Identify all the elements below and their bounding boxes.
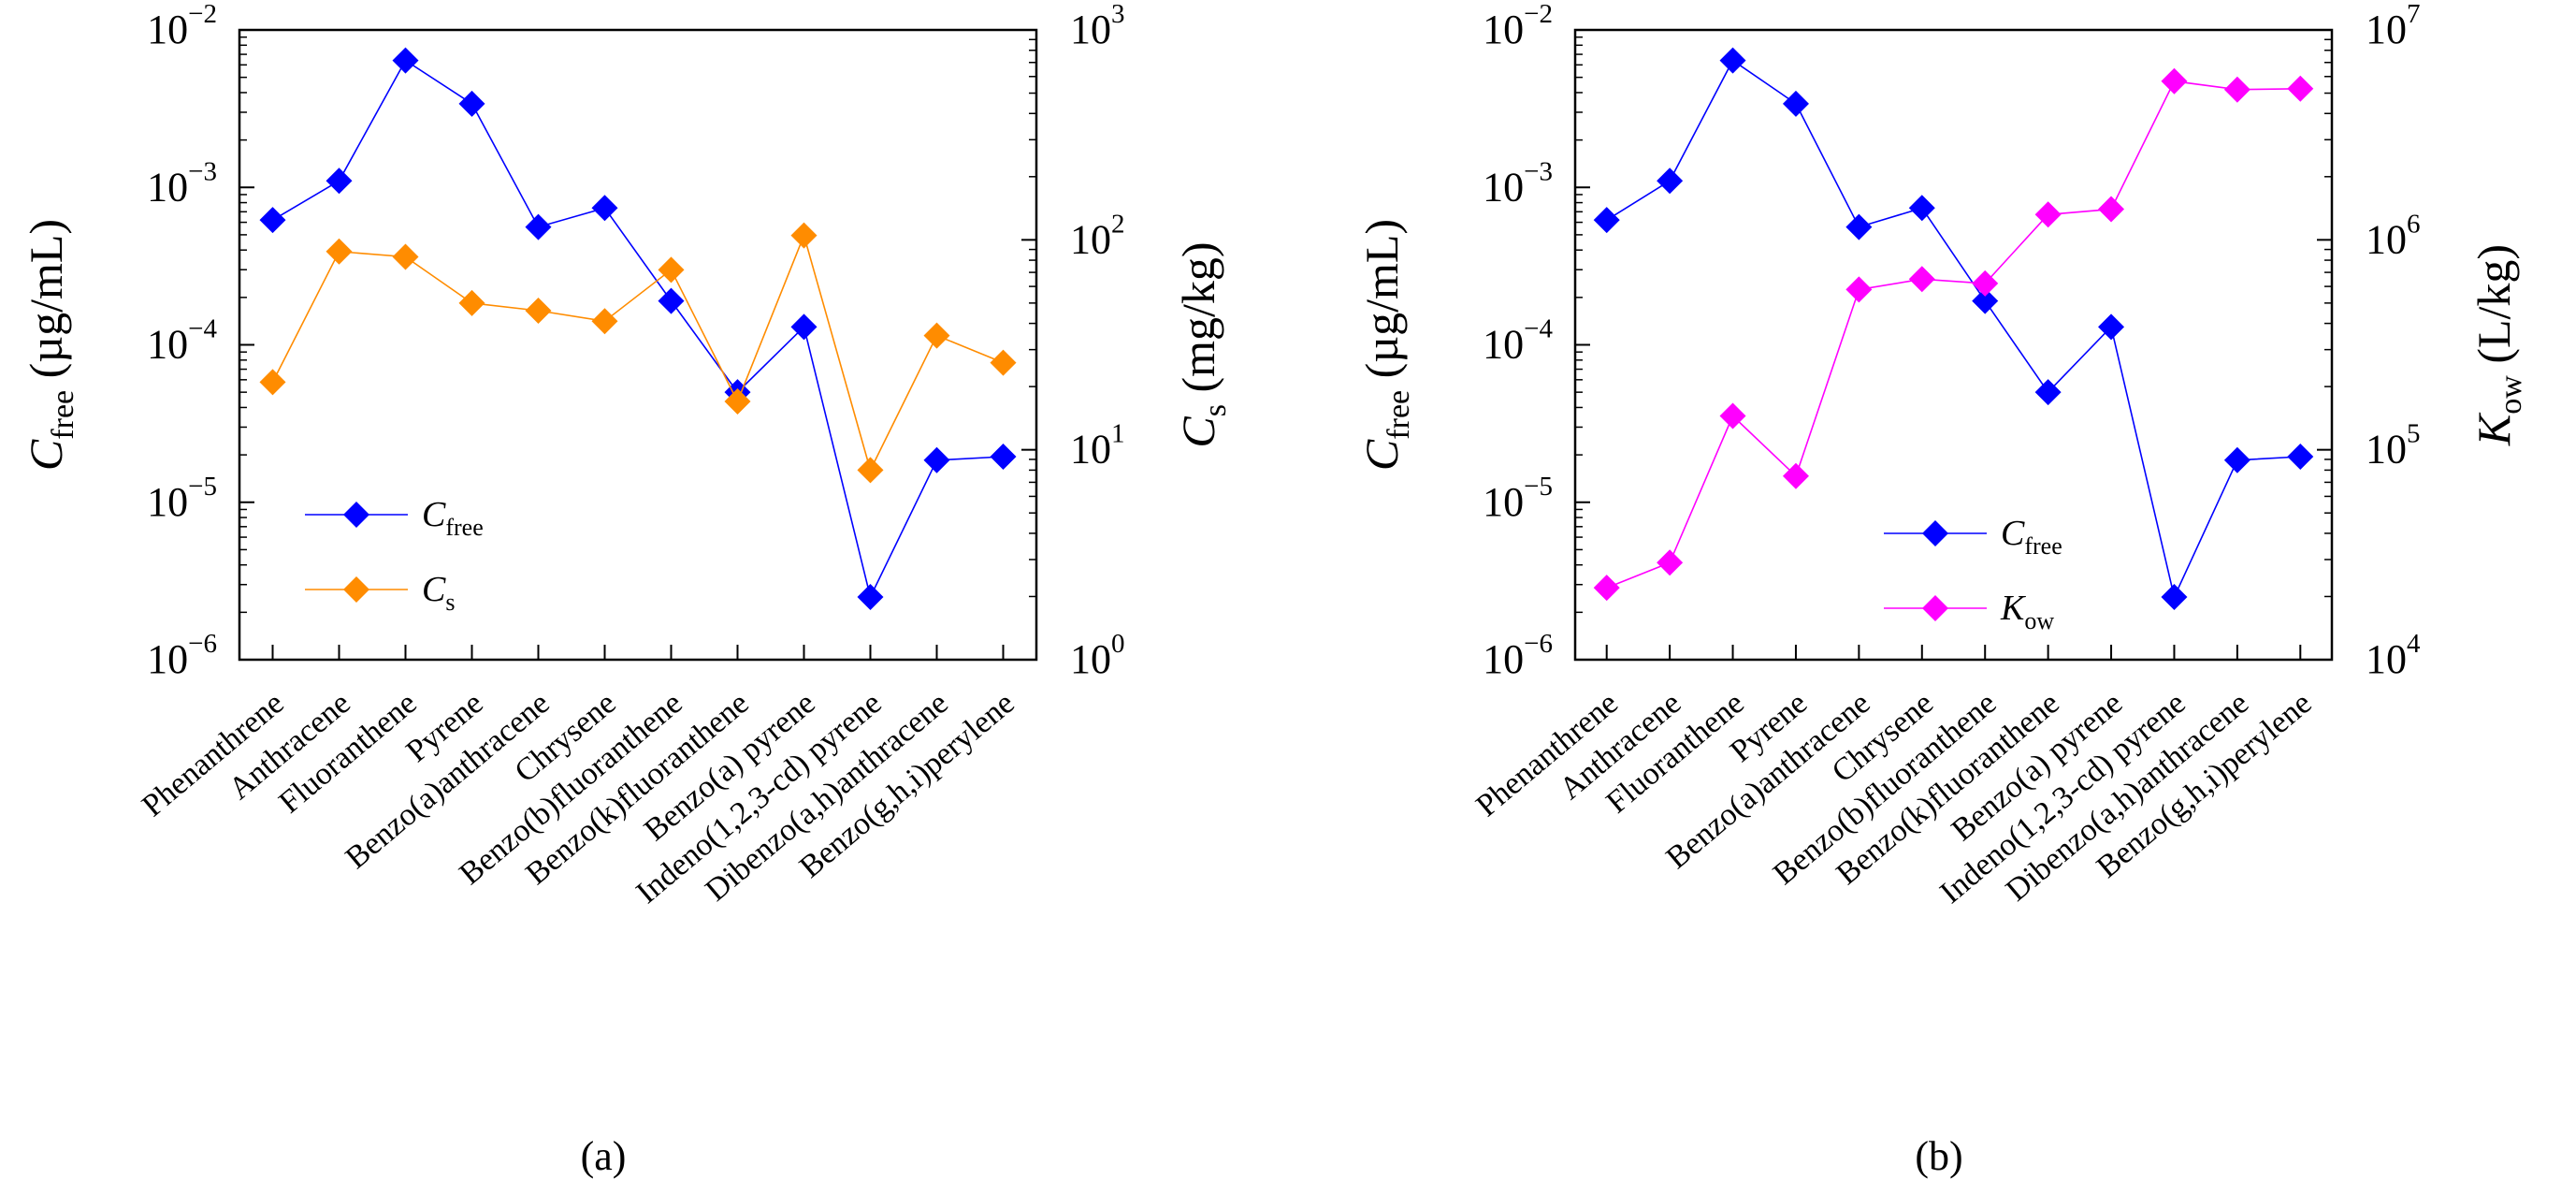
series-line: [1606, 80, 2301, 589]
right-tick-label: 106: [2366, 209, 2421, 262]
data-point: [1657, 549, 1684, 576]
data-point: [790, 313, 818, 341]
legend-label: Kow: [2000, 589, 2054, 634]
legend-marker: [343, 502, 369, 528]
right-tick-label: 101: [1070, 419, 1125, 473]
legend-label: Cs: [422, 570, 455, 616]
data-point: [1719, 47, 1746, 74]
data-point: [525, 213, 552, 240]
data-point: [1845, 213, 1873, 240]
data-point: [990, 443, 1017, 470]
data-point: [1972, 269, 1999, 297]
data-point: [591, 195, 618, 222]
left-tick-label: 10−6: [1483, 629, 1553, 682]
panel-label: (b): [1915, 1133, 1962, 1179]
data-point: [1908, 266, 1935, 293]
right-tick-label: 104: [2366, 629, 2421, 682]
data-point: [458, 289, 485, 316]
panel-b: PhenanthreneAnthraceneFluoranthenePyrene…: [1355, 0, 2528, 1179]
plot-frame: [238, 28, 1038, 662]
data-point: [525, 297, 552, 324]
data-point: [2287, 75, 2314, 102]
data-point: [857, 457, 884, 484]
right-tick-label: 105: [2366, 419, 2421, 473]
left-tick-label: 10−5: [1483, 472, 1553, 525]
left-axis-title: Cfree (µg/mL): [20, 219, 80, 471]
left-tick-label: 10−3: [1483, 156, 1553, 210]
data-point: [392, 47, 419, 74]
data-point: [658, 287, 685, 314]
left-tick-label: 10−4: [147, 314, 217, 368]
data-point: [1782, 462, 1809, 489]
right-tick-label: 103: [1070, 0, 1125, 52]
data-point: [923, 322, 950, 349]
right-tick-label: 107: [2366, 0, 2421, 52]
data-point: [2223, 76, 2250, 103]
panel-label: (a): [581, 1133, 627, 1179]
data-point: [326, 238, 353, 265]
data-point: [1845, 276, 1873, 303]
right-tick-label: 102: [1070, 209, 1125, 262]
data-point: [1782, 90, 1809, 117]
data-point: [1972, 287, 1999, 314]
left-tick-label: 10−2: [147, 0, 217, 52]
legend-marker: [343, 576, 369, 603]
left-tick-label: 10−5: [147, 472, 217, 525]
legend-marker: [1922, 520, 1948, 546]
series-line: [271, 233, 1004, 473]
series-line: [272, 59, 1004, 600]
data-point: [2098, 313, 2125, 341]
plot-frame: [1573, 28, 2334, 662]
data-point: [591, 308, 618, 335]
data-point: [790, 222, 818, 249]
right-axis-title: Cs (mg/kg): [1172, 241, 1233, 447]
legend-marker: [1922, 595, 1948, 621]
series-line: [1606, 59, 2301, 600]
data-point: [1719, 402, 1746, 430]
data-point: [2287, 443, 2314, 470]
data-point: [1593, 575, 1620, 602]
data-point: [724, 387, 751, 415]
data-point: [2098, 196, 2125, 223]
left-tick-label: 10−2: [1483, 0, 1553, 52]
data-point: [1908, 195, 1935, 222]
data-point: [2161, 67, 2188, 95]
data-point: [259, 369, 286, 396]
data-point: [1593, 207, 1620, 234]
right-tick-label: 100: [1070, 629, 1125, 682]
data-point: [259, 207, 286, 234]
data-point: [392, 243, 419, 270]
data-point: [326, 167, 353, 195]
data-point: [2034, 201, 2062, 228]
left-axis-title: Cfree (µg/mL): [1355, 219, 1416, 471]
data-point: [990, 349, 1017, 376]
data-point: [923, 446, 950, 473]
panel-a: PhenanthreneAnthraceneFluoranthenePyrene…: [20, 0, 1233, 1179]
data-point: [1657, 167, 1684, 195]
data-point: [2034, 379, 2062, 406]
right-axis-title: Kow (L/kg): [2467, 244, 2528, 446]
left-tick-label: 10−3: [147, 156, 217, 210]
data-point: [2223, 446, 2250, 473]
legend-label: Cfree: [2001, 514, 2062, 560]
left-tick-label: 10−6: [147, 629, 217, 682]
data-point: [658, 256, 685, 284]
left-tick-label: 10−4: [1483, 314, 1553, 368]
legend-label: Cfree: [422, 495, 484, 541]
data-point: [458, 90, 485, 117]
data-point: [2161, 584, 2188, 611]
data-point: [857, 584, 884, 611]
